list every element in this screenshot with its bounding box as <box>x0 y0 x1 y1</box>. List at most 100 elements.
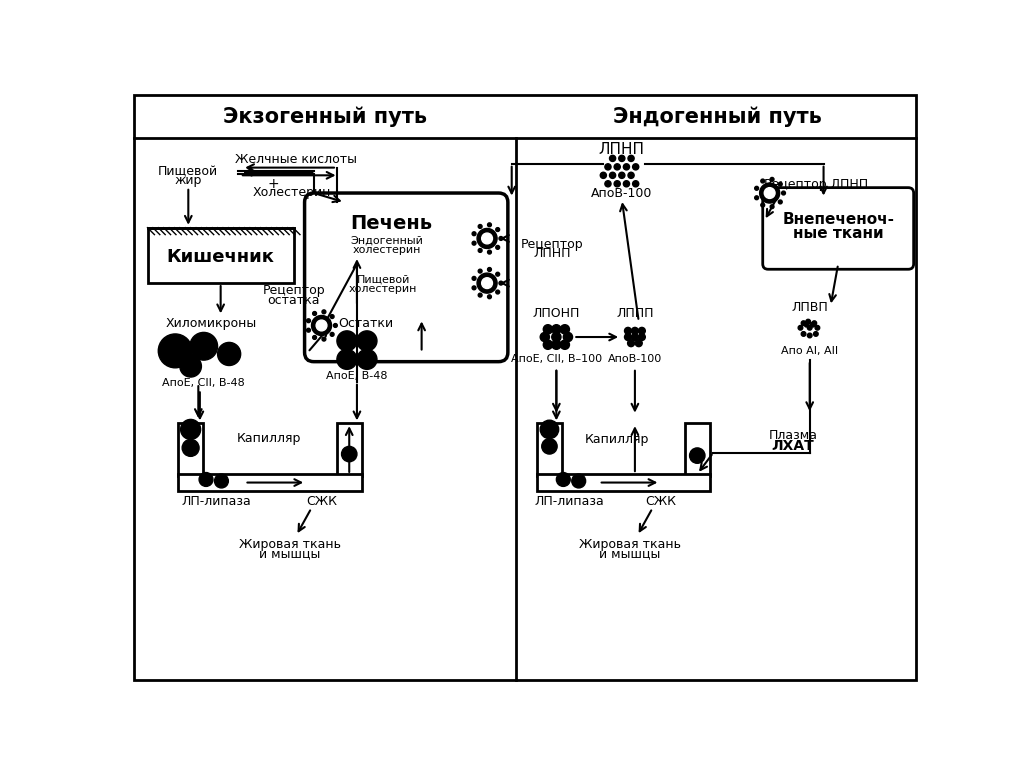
Circle shape <box>600 172 606 178</box>
Circle shape <box>478 293 482 297</box>
Circle shape <box>689 448 705 463</box>
Circle shape <box>804 323 809 327</box>
Circle shape <box>189 333 217 360</box>
Circle shape <box>499 237 503 240</box>
Text: СЖК: СЖК <box>645 495 676 508</box>
Circle shape <box>624 180 630 187</box>
Circle shape <box>330 315 334 319</box>
Circle shape <box>813 332 818 336</box>
Text: и мышцы: и мышцы <box>599 548 660 561</box>
Circle shape <box>764 187 775 198</box>
Circle shape <box>552 325 561 334</box>
Circle shape <box>810 323 815 327</box>
Text: АпоE, B-48: АпоE, B-48 <box>327 370 388 380</box>
Text: ЛПВП: ЛПВП <box>792 301 828 314</box>
Text: +: + <box>267 177 279 190</box>
Text: Эндогенный путь: Эндогенный путь <box>613 107 821 127</box>
Circle shape <box>635 339 642 346</box>
Circle shape <box>552 340 561 349</box>
Circle shape <box>496 227 500 231</box>
Text: Кишечник: Кишечник <box>167 248 274 266</box>
Bar <box>685 423 710 475</box>
Circle shape <box>334 323 337 327</box>
Text: Экзогенный путь: Экзогенный путь <box>222 107 427 127</box>
Circle shape <box>544 340 553 349</box>
Circle shape <box>182 439 199 456</box>
Circle shape <box>632 327 638 334</box>
Text: АпоE, CII, B–100: АпоE, CII, B–100 <box>511 353 602 363</box>
Circle shape <box>180 356 202 377</box>
Bar <box>538 474 710 491</box>
Circle shape <box>770 177 774 181</box>
Circle shape <box>552 333 561 342</box>
Bar <box>178 474 361 491</box>
Circle shape <box>609 172 615 178</box>
Text: холестерин: холестерин <box>349 283 418 293</box>
Circle shape <box>778 200 782 204</box>
Circle shape <box>571 474 586 488</box>
Bar <box>538 423 562 475</box>
Circle shape <box>801 321 806 326</box>
Circle shape <box>322 310 326 314</box>
Text: Капилляр: Капилляр <box>237 432 301 445</box>
Circle shape <box>755 196 759 200</box>
Circle shape <box>560 340 569 349</box>
Circle shape <box>625 333 632 340</box>
Text: ЛП-липаза: ЛП-липаза <box>535 495 604 508</box>
Circle shape <box>541 420 559 439</box>
Text: Желчные кислоты: Желчные кислоты <box>236 154 357 167</box>
Circle shape <box>638 333 645 340</box>
Text: Хиломикроны: Хиломикроны <box>166 316 257 329</box>
Circle shape <box>815 326 819 330</box>
Circle shape <box>605 164 611 170</box>
Text: Рецептор ЛПНП: Рецептор ЛПНП <box>764 178 868 191</box>
Circle shape <box>806 319 810 324</box>
Text: ЛППП: ЛППП <box>616 307 653 320</box>
Circle shape <box>312 312 316 316</box>
Text: Печень: Печень <box>350 214 432 233</box>
Circle shape <box>761 179 765 183</box>
Circle shape <box>487 267 492 271</box>
Circle shape <box>477 273 497 293</box>
Text: ЛП-липаза: ЛП-липаза <box>182 495 252 508</box>
Text: Пищевой: Пищевой <box>159 165 218 178</box>
Text: Рецептор: Рецептор <box>262 284 325 297</box>
Circle shape <box>628 155 634 161</box>
Circle shape <box>632 333 638 340</box>
Circle shape <box>801 332 806 336</box>
Circle shape <box>322 337 326 341</box>
Circle shape <box>312 336 316 339</box>
Text: ЛПНП: ЛПНП <box>534 247 571 260</box>
Text: Внепеченоч-: Внепеченоч- <box>782 212 894 227</box>
Circle shape <box>496 273 500 276</box>
Text: жир: жир <box>175 174 202 187</box>
Circle shape <box>614 164 621 170</box>
Circle shape <box>781 191 785 195</box>
Circle shape <box>481 233 493 244</box>
Circle shape <box>342 446 357 462</box>
Circle shape <box>496 246 500 250</box>
Circle shape <box>180 419 201 439</box>
Circle shape <box>487 223 492 227</box>
Text: ЛПОНП: ЛПОНП <box>532 307 580 320</box>
Circle shape <box>330 333 334 336</box>
FancyBboxPatch shape <box>304 193 508 362</box>
Circle shape <box>478 270 482 273</box>
Circle shape <box>760 183 779 203</box>
Circle shape <box>541 333 550 342</box>
Circle shape <box>478 224 482 228</box>
Circle shape <box>542 439 557 454</box>
Circle shape <box>609 155 615 161</box>
Circle shape <box>477 228 497 249</box>
Text: Пищевой: Пищевой <box>356 274 410 284</box>
Circle shape <box>357 331 377 351</box>
Text: холестерин: холестерин <box>353 245 421 255</box>
Circle shape <box>544 325 553 334</box>
Text: ные ткани: ные ткани <box>793 226 884 240</box>
Circle shape <box>798 326 803 330</box>
Circle shape <box>628 172 634 178</box>
Circle shape <box>199 472 213 486</box>
Circle shape <box>306 328 310 332</box>
Circle shape <box>560 325 569 334</box>
Text: Эндогенный: Эндогенный <box>350 236 423 246</box>
